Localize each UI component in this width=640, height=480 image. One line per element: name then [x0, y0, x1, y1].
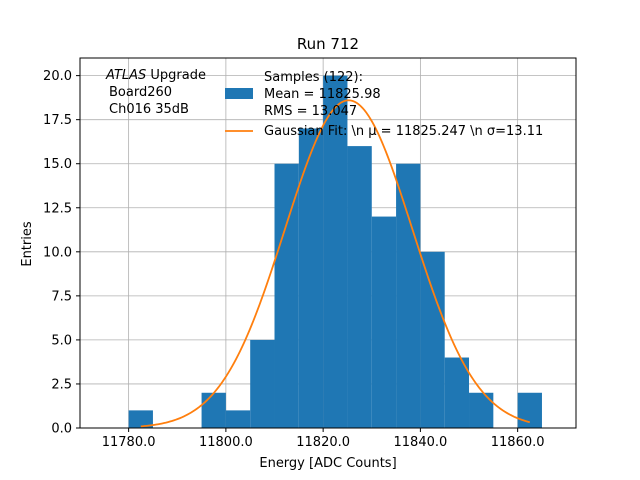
x-tick-label: 11780.0	[102, 435, 156, 450]
x-tick-label: 11840.0	[394, 435, 448, 450]
legend-histogram-line-1: Samples (122):	[264, 70, 363, 85]
y-tick-label: 2.5	[51, 377, 72, 392]
legend: Samples (122): Mean = 11825.98 RMS = 13.…	[225, 70, 543, 139]
histogram-bar	[274, 163, 299, 428]
gaussian-fit-curve	[140, 99, 531, 428]
y-tick-label: 12.5	[43, 201, 72, 216]
histogram-bar	[469, 392, 494, 428]
chart-title: Run 712	[297, 35, 359, 53]
annotation-line-2: Board260	[109, 85, 172, 100]
y-tick-label: 17.5	[43, 113, 72, 128]
x-axis-label: Energy [ADC Counts]	[259, 456, 396, 471]
y-tick-label: 5.0	[51, 333, 72, 348]
plot-frame	[79, 57, 577, 429]
histogram-bar	[323, 75, 348, 428]
axes	[79, 57, 577, 429]
annotation: ATLAS Upgrade Board260 Ch016 35dB	[105, 68, 206, 117]
histogram-bar	[517, 392, 542, 428]
histogram-bar	[396, 163, 421, 428]
legend-histogram-line-3: RMS = 13.047	[264, 104, 357, 119]
y-tick-label: 10.0	[43, 245, 72, 260]
fit-curve-group	[140, 99, 531, 428]
legend-histogram-line-2: Mean = 11825.98	[264, 87, 381, 102]
histogram-bar	[371, 216, 397, 428]
y-axis-ticks: 0.0 2.5 5.0 7.5 10.0 12.5 15.0 17.5 20.0	[43, 69, 80, 437]
histogram-bar	[298, 128, 324, 428]
x-tick-label: 11820.0	[296, 435, 350, 450]
annotation-line-1: ATLAS Upgrade	[105, 68, 206, 83]
legend-histogram-label: Samples (122): Mean = 11825.98 RMS = 13.…	[264, 70, 385, 119]
legend-fit-label: Gaussian Fit: \n μ = 11825.247 \n σ=13.1…	[264, 124, 543, 139]
histogram-bar	[250, 339, 275, 428]
histogram-bar	[225, 410, 251, 428]
histogram-bar	[201, 392, 226, 428]
y-tick-label: 0.0	[51, 422, 72, 437]
histogram-bar	[128, 410, 153, 428]
annotation-upgrade: Upgrade	[146, 68, 206, 83]
x-tick-label: 11860.0	[491, 435, 545, 450]
histogram-bar	[347, 146, 372, 428]
annotation-atlas: ATLAS	[105, 68, 146, 83]
y-tick-label: 15.0	[43, 157, 72, 172]
annotation-line-3: Ch016 35dB	[109, 102, 189, 117]
x-axis-ticks: 11780.0 11800.0 11820.0 11840.0 11860.0	[102, 428, 545, 450]
legend-histogram-swatch	[225, 88, 253, 99]
y-axis-label: Entries	[20, 221, 35, 267]
histogram-bars	[128, 75, 542, 428]
histogram-bar	[420, 251, 445, 428]
y-tick-label: 7.5	[51, 289, 72, 304]
x-tick-label: 11800.0	[199, 435, 253, 450]
histogram-bar	[444, 357, 470, 428]
y-tick-label: 20.0	[43, 69, 72, 84]
